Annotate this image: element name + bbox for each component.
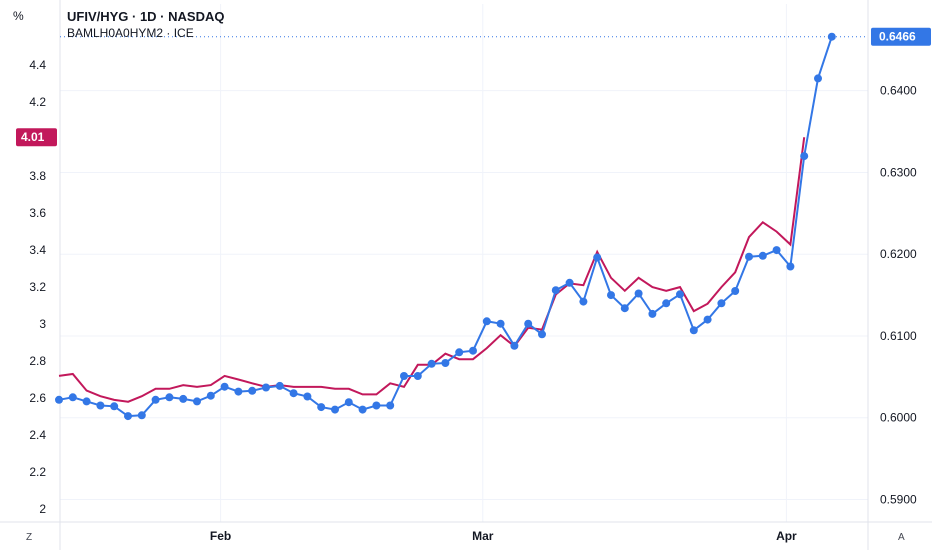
auto-scale-right-button[interactable]: A [898,532,905,543]
time-axis-tick-label: Mar [472,529,494,543]
primary-data-point [82,397,91,406]
primary-data-point [179,394,188,403]
legend-secondary[interactable]: BAMLH0A0HYM2 · ICE [67,26,194,40]
left-axis-unit: % [13,9,24,23]
right-axis-tick-label: 0.6400 [880,84,917,98]
series-layer [55,32,868,421]
primary-data-point [579,297,588,306]
primary-data-point [827,32,836,41]
primary-data-point [717,299,726,308]
primary-data-point [703,315,712,324]
primary-data-point [289,389,298,398]
primary-data-point [607,291,615,300]
primary-data-point [427,359,436,368]
primary-data-point [800,152,809,161]
right-axis-tick-label: 0.6300 [880,165,917,179]
primary-data-point [248,386,257,395]
primary-data-point [538,330,546,339]
primary-data-point [772,246,781,255]
primary-data-point [551,286,560,295]
primary-data-point [317,403,326,412]
left-axis-tick-label: 2.8 [29,354,46,368]
primary-data-point [648,309,657,318]
primary-data-point [220,382,229,391]
time-axis-tick-label: Apr [776,529,797,543]
left-axis-tick-label: 4.4 [29,58,46,72]
primary-data-point [372,401,381,410]
left-axis-tick-label: 4.2 [29,95,46,109]
primary-data-point [758,251,767,260]
primary-data-point [413,372,422,380]
primary-data-point [331,405,339,414]
time-axis[interactable]: Feb Mar Apr [210,529,797,543]
primary-data-point [745,252,753,261]
legend: UFIV/HYG · 1D · NASDAQ BAMLH0A0HYM2 · IC… [67,9,224,40]
left-axis-tick-label: 2.6 [29,391,46,405]
badge-primary-value: 0.6466 [879,30,916,44]
left-axis-tick-label: 3.6 [29,206,46,220]
primary-data-point [565,278,574,287]
right-axis-tick-label: 0.6000 [880,411,917,425]
primary-data-point [124,412,132,421]
primary-data-point [137,411,146,420]
primary-data-point [358,405,367,414]
badge-primary-last: 0.6466 [871,27,931,46]
primary-data-point [193,397,201,406]
left-axis-tick-label: 3 [39,317,46,331]
primary-data-point [303,392,312,401]
primary-data-point [786,262,795,271]
primary-data-point [262,383,270,392]
primary-data-point [455,348,464,357]
badge-secondary-bg [16,128,57,147]
primary-data-point [482,317,491,326]
badge-primary-bg [871,27,931,46]
series-points-primary [55,32,836,421]
primary-data-point [441,359,450,367]
primary-data-point [634,289,643,298]
left-axis-tick-label: 3.2 [29,280,46,294]
primary-data-point [593,253,602,262]
right-axis-tick-label: 0.6200 [880,247,917,261]
primary-data-point [814,74,822,83]
primary-data-point [68,393,77,402]
primary-data-point [662,299,671,308]
primary-data-point [55,395,63,404]
primary-data-point [676,290,684,299]
primary-data-point [469,346,477,355]
primary-data-point [689,326,698,335]
right-price-axis[interactable]: 0.6400 0.6300 0.6200 0.6100 0.6000 0.5900 [880,84,917,507]
primary-data-point [96,401,105,410]
primary-data-point [206,391,215,400]
left-price-axis[interactable]: 4.4 4.2 3.8 3.6 3.4 3.2 3 2.8 2.6 2.4 2.2 2 [29,58,46,516]
legend-primary[interactable]: UFIV/HYG · 1D · NASDAQ [67,9,224,24]
left-axis-tick-label: 2.2 [29,465,46,479]
left-axis-tick-label: 2.4 [29,428,46,442]
right-axis-tick-label: 0.6100 [880,329,917,343]
primary-data-point [344,398,353,407]
time-axis-tick-label: Feb [210,529,231,543]
badge-secondary-value: 4.01 [21,130,45,144]
right-axis-tick-label: 0.5900 [880,493,917,507]
primary-data-point [510,341,519,350]
primary-data-point [275,381,284,390]
primary-data-point [386,401,395,410]
primary-data-point [496,319,505,328]
left-axis-tick-label: 3.4 [29,243,46,257]
primary-data-point [151,395,160,404]
left-axis-tick-label: 2 [39,502,46,516]
primary-data-point [165,393,174,402]
auto-scale-left-button[interactable]: Z [26,532,32,543]
primary-data-point [731,287,740,295]
primary-data-point [620,304,629,313]
badge-secondary-last: 4.01 [16,128,57,147]
primary-data-point [110,402,119,411]
primary-data-point [234,387,243,396]
primary-data-point [524,319,533,328]
primary-data-point [400,372,408,380]
left-axis-tick-label: 3.8 [29,169,46,183]
